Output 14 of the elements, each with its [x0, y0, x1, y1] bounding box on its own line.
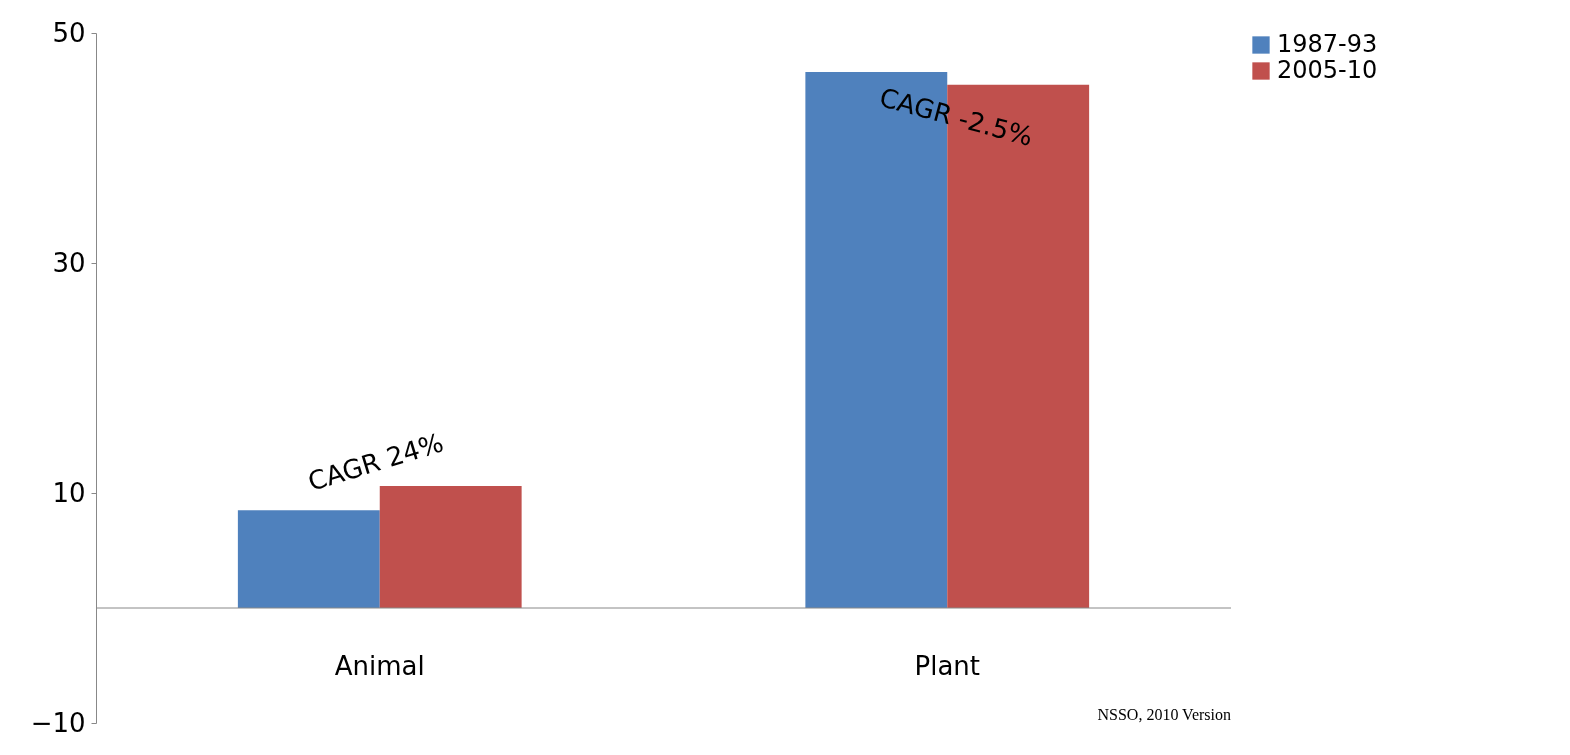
annotation: CAGR 24%	[304, 427, 447, 497]
legend-label: 2005-10	[1277, 56, 1378, 84]
x-tick-label: Animal	[334, 650, 425, 681]
bar	[379, 486, 522, 608]
y-tick-label: 10	[52, 477, 86, 508]
y-tick-label: −10	[30, 707, 86, 738]
y-tick-label: 50	[52, 17, 86, 48]
annotation: CAGR -2.5%	[876, 82, 1037, 152]
bar	[237, 510, 380, 608]
x-tick-label: Plant	[914, 650, 981, 681]
y-tick-label: 30	[52, 247, 86, 278]
annotation: NSSO, 2010 Version	[1097, 706, 1231, 723]
legend-label: 1987-93	[1277, 30, 1378, 58]
bar	[805, 72, 948, 608]
